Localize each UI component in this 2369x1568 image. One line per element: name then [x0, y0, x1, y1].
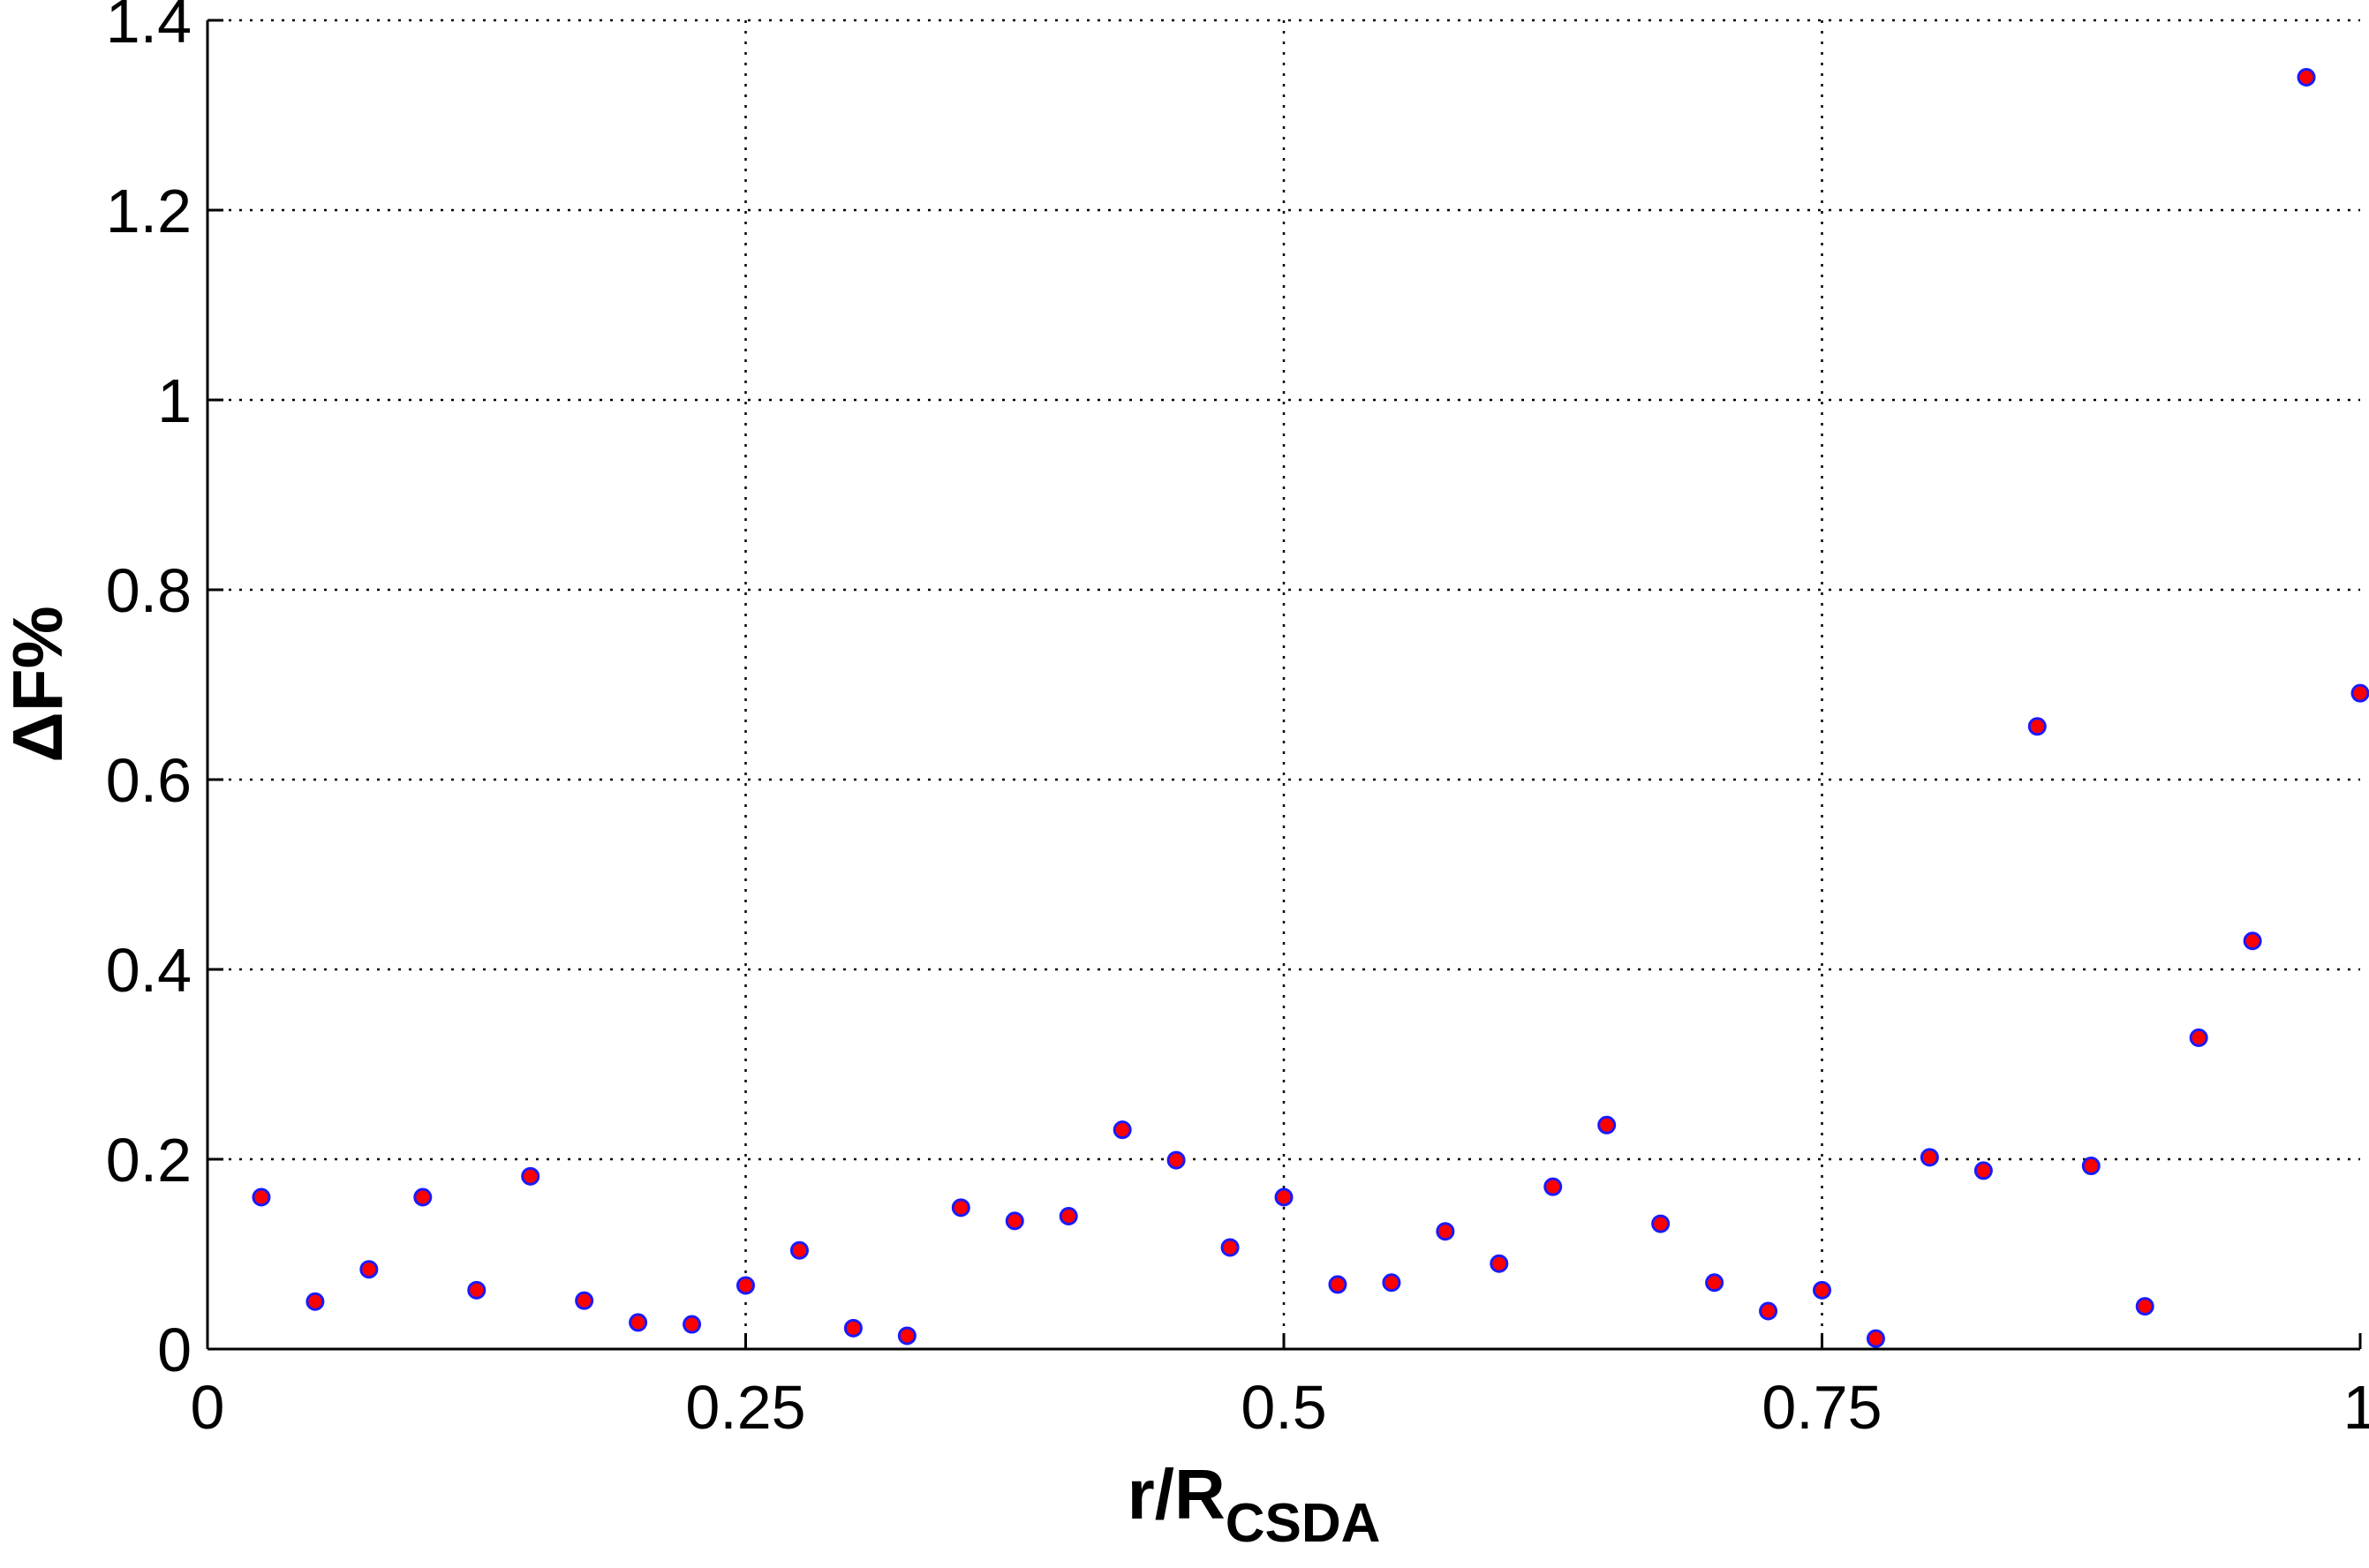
data-point: [1113, 1120, 1132, 1140]
y-tick-label: 0.2: [106, 1126, 192, 1195]
data-point: [629, 1313, 648, 1332]
tick-labels: 0 0.25 0.5 0.75 1 0 0.2 0.4 0.6 0.8 1 1.2 1.4: [106, 0, 2369, 1442]
data-point: [359, 1260, 379, 1279]
data-point: [2243, 931, 2262, 951]
data-point: [951, 1198, 970, 1217]
data-point: [897, 1326, 917, 1346]
y-tick-label: 0: [157, 1315, 192, 1384]
data-point: [521, 1166, 540, 1186]
data-point: [467, 1280, 487, 1300]
x-axis-label: r/RCSDA: [1128, 1455, 1381, 1554]
data-point: [1220, 1238, 1240, 1257]
x-tick-label: 0.25: [685, 1373, 805, 1442]
data-point: [1813, 1280, 1831, 1300]
y-tick-label: 0.8: [106, 556, 192, 625]
data-point: [789, 1240, 809, 1260]
data-point: [1920, 1148, 1939, 1167]
axes: [206, 19, 2362, 1351]
data-point: [1973, 1161, 1993, 1180]
y-tick-label: 1.2: [106, 177, 192, 245]
data-point: [575, 1291, 594, 1310]
data-point: [736, 1276, 755, 1295]
data-point: [2081, 1157, 2101, 1176]
x-tick-label: 0.75: [1762, 1373, 1882, 1442]
data-point: [1543, 1177, 1563, 1196]
data-point: [252, 1187, 271, 1207]
y-tick-label: 1.4: [106, 0, 192, 56]
y-axis-label: ΔF%: [0, 606, 77, 763]
data-points: [252, 68, 2369, 1348]
data-point: [683, 1315, 702, 1334]
data-point: [306, 1292, 325, 1311]
y-tick-label: 0.4: [106, 936, 192, 1005]
data-point: [1059, 1207, 1078, 1225]
data-point: [2027, 717, 2047, 736]
y-tick-label: 1: [157, 366, 192, 435]
data-point: [1274, 1187, 1294, 1207]
x-tick-label: 0.5: [1241, 1373, 1326, 1442]
data-point: [2350, 683, 2369, 703]
data-point: [1490, 1254, 1509, 1273]
data-point: [1705, 1273, 1724, 1293]
data-point: [843, 1318, 863, 1338]
data-point: [1328, 1275, 1347, 1294]
data-point: [1382, 1273, 1401, 1293]
data-point: [2189, 1028, 2208, 1047]
grid: [207, 19, 2360, 1349]
x-tick-label: 0: [191, 1373, 225, 1442]
y-tick-label: 0.6: [106, 746, 192, 815]
data-point: [1759, 1301, 1778, 1321]
data-point: [1436, 1222, 1455, 1241]
data-point: [1166, 1150, 1186, 1170]
data-point: [2297, 68, 2316, 87]
x-tick-label: 1: [2343, 1373, 2369, 1442]
data-point: [413, 1187, 433, 1207]
data-point: [2135, 1297, 2154, 1316]
data-point: [1597, 1115, 1617, 1135]
data-point: [1866, 1329, 1885, 1348]
data-point: [1651, 1214, 1671, 1233]
data-point: [1005, 1211, 1024, 1231]
